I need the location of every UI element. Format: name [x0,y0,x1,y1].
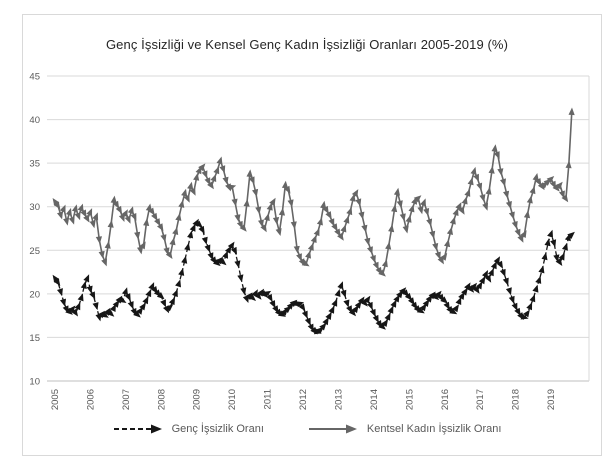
y-tick-label: 15 [29,333,40,344]
y-tick-label: 30 [29,202,40,213]
x-tick-label: 2010 [227,389,238,410]
x-tick-label: 2011 [263,389,274,409]
x-tick-label: 2019 [546,389,557,410]
x-tick-label: 2008 [156,389,167,410]
legend-label-urban-women: Kentsel Kadın İşsizlik Oranı [366,423,502,435]
x-tick-label: 2005 [50,389,61,410]
x-tick-label: 2012 [298,389,309,410]
legend-item-urban-women: Kentsel Kadın İşsizlik Oranı [308,423,502,435]
legend-item-youth: Genç İşsizlik Oranı [113,423,264,435]
series-youth [52,218,575,335]
legend: Genç İşsizlik Oranı Kentsel Kadın İşsizl… [0,423,614,435]
x-tick-label: 2014 [369,389,380,410]
gridlines [47,75,590,382]
y-tick-label: 25 [29,246,40,257]
x-tick-label: 2009 [192,389,203,410]
x-tick-label: 2017 [475,389,486,410]
x-tick-label: 2016 [440,389,451,410]
chart-title: Genç İşsizliği ve Kensel Genç Kadın İşsi… [105,37,509,52]
urban-women-markers [52,107,575,277]
x-axis-labels: 2005 2006 2007 2008 2009 2010 2011 2012 2013 2014… [50,389,557,410]
x-tick-label: 2015 [404,389,415,410]
x-tick-label: 2006 [85,389,96,410]
x-tick-label: 2007 [121,389,132,410]
x-tick-label: 2013 [333,389,344,410]
series-urban-women [52,107,575,277]
dashed-arrow-icon [113,424,162,434]
y-tick-label: 40 [29,115,40,126]
youth-markers [52,218,575,335]
y-axis-labels: 10 15 20 25 30 35 40 45 [29,72,40,388]
solid-arrow-icon [308,424,357,434]
y-tick-label: 20 [29,289,40,300]
y-tick-label: 45 [29,72,40,83]
y-tick-label: 10 [29,377,40,388]
legend-label-youth: Genç İşsizlik Oranı [171,423,264,435]
y-tick-label: 35 [29,159,40,170]
x-tick-label: 2018 [511,389,522,410]
